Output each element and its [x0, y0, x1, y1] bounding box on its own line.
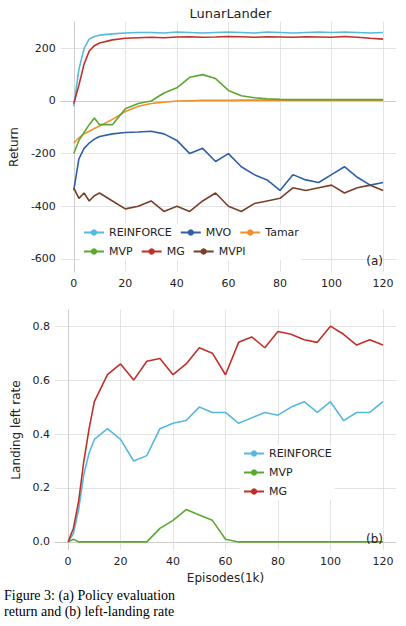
svg-text:40: 40: [166, 555, 180, 568]
svg-text:40: 40: [170, 277, 184, 290]
svg-text:MVP: MVP: [269, 466, 293, 479]
svg-text:MVPI: MVPI: [219, 245, 246, 258]
svg-text:0.8: 0.8: [33, 320, 51, 333]
svg-text:60: 60: [219, 555, 233, 568]
svg-text:20: 20: [114, 555, 128, 568]
svg-text:200: 200: [35, 42, 56, 55]
svg-text:MG: MG: [269, 485, 287, 498]
html-text:return and (b) left-landing ra: return and (b) left-landing rate: [4, 604, 175, 619]
svg-text:-400: -400: [31, 200, 56, 213]
svg-text:Return: Return: [7, 127, 21, 167]
svg-text:120: 120: [373, 277, 394, 290]
svg-text:LunarLander: LunarLander: [190, 6, 273, 21]
svg-text:20: 20: [118, 277, 132, 290]
svg-text:MG: MG: [167, 245, 185, 258]
svg-text:(a): (a): [366, 254, 383, 268]
svg-text:0.0: 0.0: [33, 535, 51, 548]
svg-text:80: 80: [271, 555, 285, 568]
svg-text:MVP: MVP: [109, 245, 133, 258]
svg-text:-600: -600: [31, 252, 56, 265]
svg-text:(b): (b): [366, 532, 383, 546]
svg-text:0: 0: [65, 555, 72, 568]
svg-text:60: 60: [221, 277, 235, 290]
svg-text:120: 120: [372, 555, 393, 568]
svg-text:REINFORCE: REINFORCE: [269, 447, 332, 460]
svg-text:100: 100: [320, 555, 341, 568]
svg-text:80: 80: [273, 277, 287, 290]
svg-text:Landing left rate: Landing left rate: [9, 380, 23, 479]
svg-text:100: 100: [321, 277, 342, 290]
html-text:Figure 3: (a) Policy evaluatio: Figure 3: (a) Policy evaluation: [4, 588, 176, 603]
svg-text:0.4: 0.4: [33, 428, 51, 441]
svg-text:0: 0: [49, 94, 56, 107]
svg-text:-200: -200: [31, 147, 56, 160]
svg-text:0: 0: [70, 277, 77, 290]
svg-text:0.6: 0.6: [33, 374, 51, 387]
svg-text:REINFORCE: REINFORCE: [109, 226, 172, 239]
svg-text:0.2: 0.2: [33, 481, 51, 494]
svg-text:Tamar: Tamar: [264, 226, 299, 239]
svg-text:MVO: MVO: [206, 226, 232, 239]
svg-text:Episodes(1k): Episodes(1k): [187, 571, 264, 585]
